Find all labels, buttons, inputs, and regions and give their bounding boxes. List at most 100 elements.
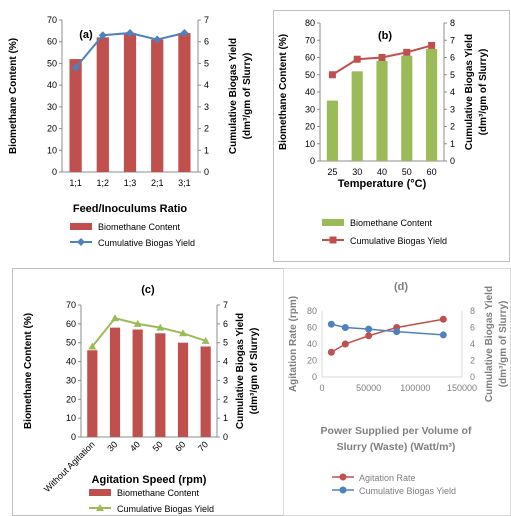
y2-tick-label: 4 <box>450 87 455 97</box>
point-d-1-0 <box>327 320 335 328</box>
y-tick-label: 40 <box>305 87 315 97</box>
panel-label: (b) <box>378 30 392 42</box>
y-tick-label: 20 <box>305 122 315 132</box>
x-axis-title: Feed/Inoculums Ratio <box>73 203 188 215</box>
y-tick-label: 80 <box>305 18 315 28</box>
y2-axis-title-line1: Cumulative Biogas Yield <box>484 286 495 402</box>
y2-tick-label: 5 <box>450 70 455 80</box>
bar-a-3 <box>151 39 164 172</box>
y2-tick-label: 2 <box>223 394 228 404</box>
x-tick-label: 40 <box>377 167 387 177</box>
point-c-2 <box>133 319 142 327</box>
bar-c-0 <box>87 350 98 437</box>
y-tick-label: 50 <box>47 58 57 68</box>
y2-tick-label: 1 <box>204 145 209 155</box>
x-tick-label: 1;1 <box>69 178 82 188</box>
bar-a-0 <box>69 59 82 173</box>
point-d-1-2 <box>365 325 373 333</box>
point-d-1-3 <box>393 328 401 336</box>
y-tick-label: 10 <box>305 139 315 149</box>
y2-axis-title-line2: (dm³/gm of Slurry) <box>249 328 260 415</box>
x-axis-title: Temperature (°C) <box>338 178 427 190</box>
y-tick-label: 10 <box>47 145 57 155</box>
y-axis-title: Biomethane Content (%) <box>8 38 19 154</box>
chart-panel-c: 0 10 20 30 40 50 60 70 0 1 2 3 4 5 6 7 Without Agitation… <box>12 268 284 516</box>
y2-tick-label: 4 <box>223 357 228 367</box>
point-b-3 <box>403 48 411 56</box>
x-tick-label: 30 <box>352 167 362 177</box>
chart-panel-a: 0 10 20 30 40 50 60 70 0 1 2 3 4 5 6 7 1;1 1;2 1;3 2;1 3;1 (a… <box>0 0 270 262</box>
point-c-5 <box>201 336 210 344</box>
x-axis-title-line1: Power Supplied per Volume of <box>321 425 472 437</box>
y2-tick-label: 5 <box>204 58 209 68</box>
legend-label: Cumulative Biogas Yield <box>117 504 214 514</box>
y2-tick-label: 3 <box>450 104 455 114</box>
y2-tick-label: 7 <box>223 300 228 310</box>
y-tick-label: 70 <box>66 300 76 310</box>
y2-axis-title-line1: Cumulative Biogas Yield <box>228 38 239 154</box>
y-tick-label: 0 <box>310 156 315 166</box>
y-tick-label: 20 <box>66 394 76 404</box>
y2-tick-label: 1 <box>450 139 455 149</box>
y-tick-label: 20 <box>307 356 317 366</box>
point-c-4 <box>179 329 187 337</box>
y2-tick-label: 6 <box>223 319 228 329</box>
legend-marker <box>77 238 85 246</box>
chart-panel-b: 0 10 20 30 40 50 60 70 80 0 1 2 3 4 5 6 7 8 25 30 40 50 60 (b) B… <box>273 10 510 262</box>
y2-tick-label: 1 <box>223 413 228 423</box>
bar-c-5 <box>200 346 211 437</box>
y2-tick-label: 2 <box>204 124 209 134</box>
x-tick-label: 25 <box>327 167 337 177</box>
panel-label: (d) <box>394 281 408 293</box>
x-tick-label: 150000 <box>447 383 477 393</box>
x-tick-label: 3;1 <box>178 178 191 188</box>
point-d-0-1 <box>341 340 349 348</box>
legend-label: Cumulative Biogas Yield <box>350 236 447 246</box>
x-tick-label: 100000 <box>400 383 430 393</box>
y-tick-label: 0 <box>52 167 57 177</box>
series-line-d-0 <box>330 318 444 353</box>
y-tick-label: 20 <box>47 124 57 134</box>
y2-tick-label: 2 <box>450 122 455 132</box>
y-tick-label: 40 <box>47 80 57 90</box>
y2-tick-label: 7 <box>450 35 455 45</box>
y-tick-label: 60 <box>66 319 76 329</box>
legend-label: Agitation Rate <box>359 473 416 483</box>
bar-c-2 <box>132 329 143 437</box>
y-tick-label: 60 <box>307 323 317 333</box>
legend-marker <box>339 473 347 481</box>
y2-tick-label: 8 <box>450 18 455 28</box>
point-b-1 <box>353 55 361 63</box>
y-axis-title: Biomethane Content (%) <box>23 313 34 429</box>
bar-b-0 <box>326 100 338 161</box>
x-axis-title-line2: Slurry (Waste) (Watt/m³) <box>337 441 456 453</box>
point-b-0 <box>328 71 336 79</box>
x-tick-label: 60 <box>427 167 437 177</box>
legend-label: Biomethane Content <box>117 488 200 498</box>
y-tick-label: 40 <box>66 357 76 367</box>
y2-tick-label: 6 <box>470 323 475 333</box>
point-c-3 <box>156 323 165 331</box>
x-tick-label: 1;3 <box>124 178 137 188</box>
y2-tick-label: 8 <box>470 306 475 316</box>
y-tick-label: 70 <box>47 15 57 25</box>
bar-b-2 <box>376 60 388 162</box>
y2-tick-label: 0 <box>470 372 475 382</box>
y-tick-label: 30 <box>47 102 57 112</box>
x-tick-label: 0 <box>319 383 324 393</box>
legend-label: Cumulative Biogas Yield <box>98 238 195 248</box>
bar-b-3 <box>401 55 413 161</box>
chart-a-svg: 0 10 20 30 40 50 60 70 0 1 2 3 4 5 6 7 1;1 1;2 1;3 2;1 3;1 (a… <box>8 15 253 248</box>
y2-tick-label: 0 <box>450 156 455 166</box>
y2-tick-label: 2 <box>470 356 475 366</box>
point-c-0 <box>88 342 97 350</box>
x-tick-label: 1;2 <box>97 178 110 188</box>
bar-c-3 <box>155 333 166 437</box>
y2-axis-title-line2: (dm³/gm of Slurry) <box>242 53 253 140</box>
x-tick-label: 2;1 <box>151 178 164 188</box>
point-d-0-4 <box>439 315 447 323</box>
point-a-0 <box>71 63 80 72</box>
panel-label: (a) <box>79 29 93 41</box>
y2-tick-label: 5 <box>223 338 228 348</box>
y-axis-title: Agitation Rate (rpm) <box>288 296 299 392</box>
